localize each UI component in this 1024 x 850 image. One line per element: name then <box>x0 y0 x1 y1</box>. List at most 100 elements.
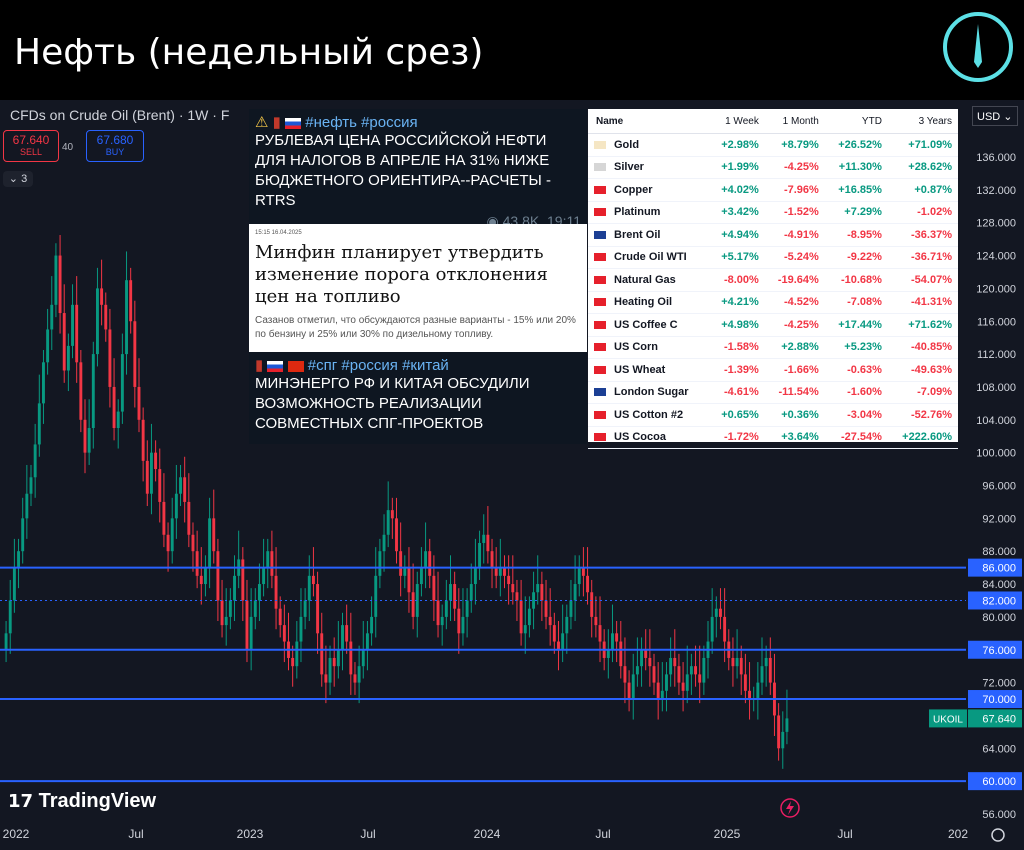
candle-body <box>382 534 386 552</box>
table-row[interactable]: US Cotton #2 +0.65% +0.36% -3.04% -52.76% <box>588 403 958 427</box>
symbol-label: UKOIL <box>933 714 963 725</box>
candle-body <box>170 518 174 552</box>
candle-body <box>527 608 531 626</box>
candle-body <box>282 625 286 642</box>
candle-body <box>581 567 585 576</box>
candle-body <box>411 592 415 617</box>
level-label: 86.000 <box>982 563 1016 575</box>
candle-body <box>104 304 108 330</box>
sell-price: 67.640 <box>12 133 50 147</box>
candle-body <box>440 616 444 626</box>
table-row[interactable]: Copper +4.02% -7.96% +16.85% +0.87% <box>588 178 958 202</box>
candle-body <box>490 551 494 568</box>
header-name[interactable]: Name <box>588 109 709 134</box>
candle-body <box>444 600 448 617</box>
change-cell: -4.91% <box>764 223 825 247</box>
x-tick-label: 2022 <box>3 827 30 841</box>
table-row[interactable]: US Wheat -1.39% -1.66% -0.63% -49.63% <box>588 358 958 382</box>
candle-body <box>37 403 41 445</box>
candle-body <box>112 386 116 429</box>
table-row[interactable]: Gold +2.98% +8.79% +26.52% +71.09% <box>588 133 958 157</box>
news-card-2: 15:15 16.04.2025 Минфин планирует утверд… <box>249 224 587 352</box>
candle-body <box>731 657 735 667</box>
warning-icon: ⚠ <box>255 114 269 131</box>
candle-body <box>540 584 544 601</box>
table-row[interactable]: Heating Oil +4.21% -4.52% -7.08% -41.31% <box>588 291 958 314</box>
buy-button[interactable]: 67.680 BUY <box>86 130 144 162</box>
candle-body <box>50 304 54 330</box>
candle-body <box>557 641 560 650</box>
table-row[interactable]: Silver +1.99% -4.25% +11.30% +28.62% <box>588 156 958 179</box>
oil-barrel-icon: ▮ <box>255 357 264 374</box>
candle-body <box>436 600 440 626</box>
level-tag <box>968 591 1022 610</box>
sell-button[interactable]: 67.640 SELL <box>3 130 59 162</box>
table-row[interactable]: Crude Oil WTI +5.17% -5.24% -9.22% -36.71% <box>588 246 958 269</box>
change-cell: +16.85% <box>824 178 888 202</box>
change-cell: +8.79% <box>764 133 825 157</box>
header-3years[interactable]: 3 Years <box>887 109 958 134</box>
candle-body <box>573 584 577 601</box>
buy-price: 67.680 <box>96 133 134 147</box>
y-tick-label: 104.000 <box>976 415 1016 427</box>
candle-body <box>698 674 702 683</box>
candle-body <box>719 608 722 617</box>
candle-body <box>748 690 751 700</box>
candle-body <box>307 575 311 601</box>
lightning-icon <box>780 798 800 818</box>
change-cell: +4.21% <box>708 291 765 314</box>
y-tick-label: 132.000 <box>976 185 1016 197</box>
change-cell: +28.62% <box>887 156 958 179</box>
table-row[interactable]: US Corn -1.58% +2.88% +5.23% -40.85% <box>588 336 958 359</box>
change-cell: -1.66% <box>764 358 825 382</box>
table-row[interactable]: Platinum +3.42% -1.52% +7.29% -1.02% <box>588 201 958 224</box>
candle-body <box>303 600 307 617</box>
change-cell: +17.44% <box>824 313 888 337</box>
candle-body <box>129 280 133 322</box>
change-cell: +0.36% <box>764 403 825 427</box>
y-tick-label: 72.000 <box>982 678 1016 690</box>
change-cell: +2.88% <box>764 336 825 359</box>
change-cell: +7.29% <box>824 201 888 224</box>
candle-body <box>328 657 332 683</box>
price-chart[interactable]: 136.000 132.000 128.000 124.000 120.000 116.0… <box>0 100 1024 850</box>
table-row[interactable]: US Coffee C +4.98% -4.25% +17.44% +71.62% <box>588 313 958 337</box>
table-row[interactable]: Brent Oil +4.94% -4.91% -8.95% -36.37% <box>588 223 958 247</box>
x-tick-label: Jul <box>128 827 143 841</box>
header-ytd[interactable]: YTD <box>824 109 888 134</box>
candle-body <box>83 419 87 453</box>
change-cell: +3.42% <box>708 201 765 224</box>
change-cell: -1.02% <box>887 201 958 224</box>
x-tick-label: 202 <box>948 827 968 841</box>
candle-body <box>415 584 419 617</box>
candle-body <box>561 633 565 650</box>
indicators-toggle[interactable]: ⌄ 3 <box>3 171 33 187</box>
candle-body <box>116 411 120 429</box>
header-1month[interactable]: 1 Month <box>764 109 825 134</box>
candle-body <box>407 567 411 593</box>
candle-body <box>743 674 747 691</box>
y-tick-label: 128.000 <box>976 218 1016 230</box>
candle-body <box>54 255 58 305</box>
instrument-name: Heating Oil <box>614 296 673 309</box>
candle-body <box>71 304 74 346</box>
table-row[interactable]: London Sugar -4.61% -11.54% -1.60% -7.09% <box>588 381 958 404</box>
candle-body <box>390 510 394 519</box>
candle-body <box>332 657 336 667</box>
candle-body <box>619 641 623 667</box>
instrument-name: Silver <box>614 161 644 174</box>
candle-body <box>386 510 390 535</box>
candle-body <box>673 657 677 667</box>
news-2-headline: Минфин планирует утвердить изменение пор… <box>255 242 548 307</box>
candle-body <box>249 616 253 650</box>
candle-body <box>615 633 619 642</box>
table-row[interactable]: Natural Gas -8.00% -19.64% -10.68% -54.07% <box>588 268 958 292</box>
symbol-title[interactable]: CFDs on Crude Oil (Brent) · 1W · F <box>10 107 230 123</box>
currency-selector[interactable]: USD ⌄ <box>972 106 1018 126</box>
candle-body <box>145 460 149 494</box>
header-1week[interactable]: 1 Week <box>708 109 765 134</box>
candle-body <box>714 608 718 617</box>
table-body: Gold +2.98% +8.79% +26.52% +71.09% Silver +1.9… <box>588 133 958 449</box>
candle-body <box>548 616 552 626</box>
table-row[interactable]: US Cocoa -1.72% +3.64% -27.54% +222.60% <box>588 426 958 449</box>
